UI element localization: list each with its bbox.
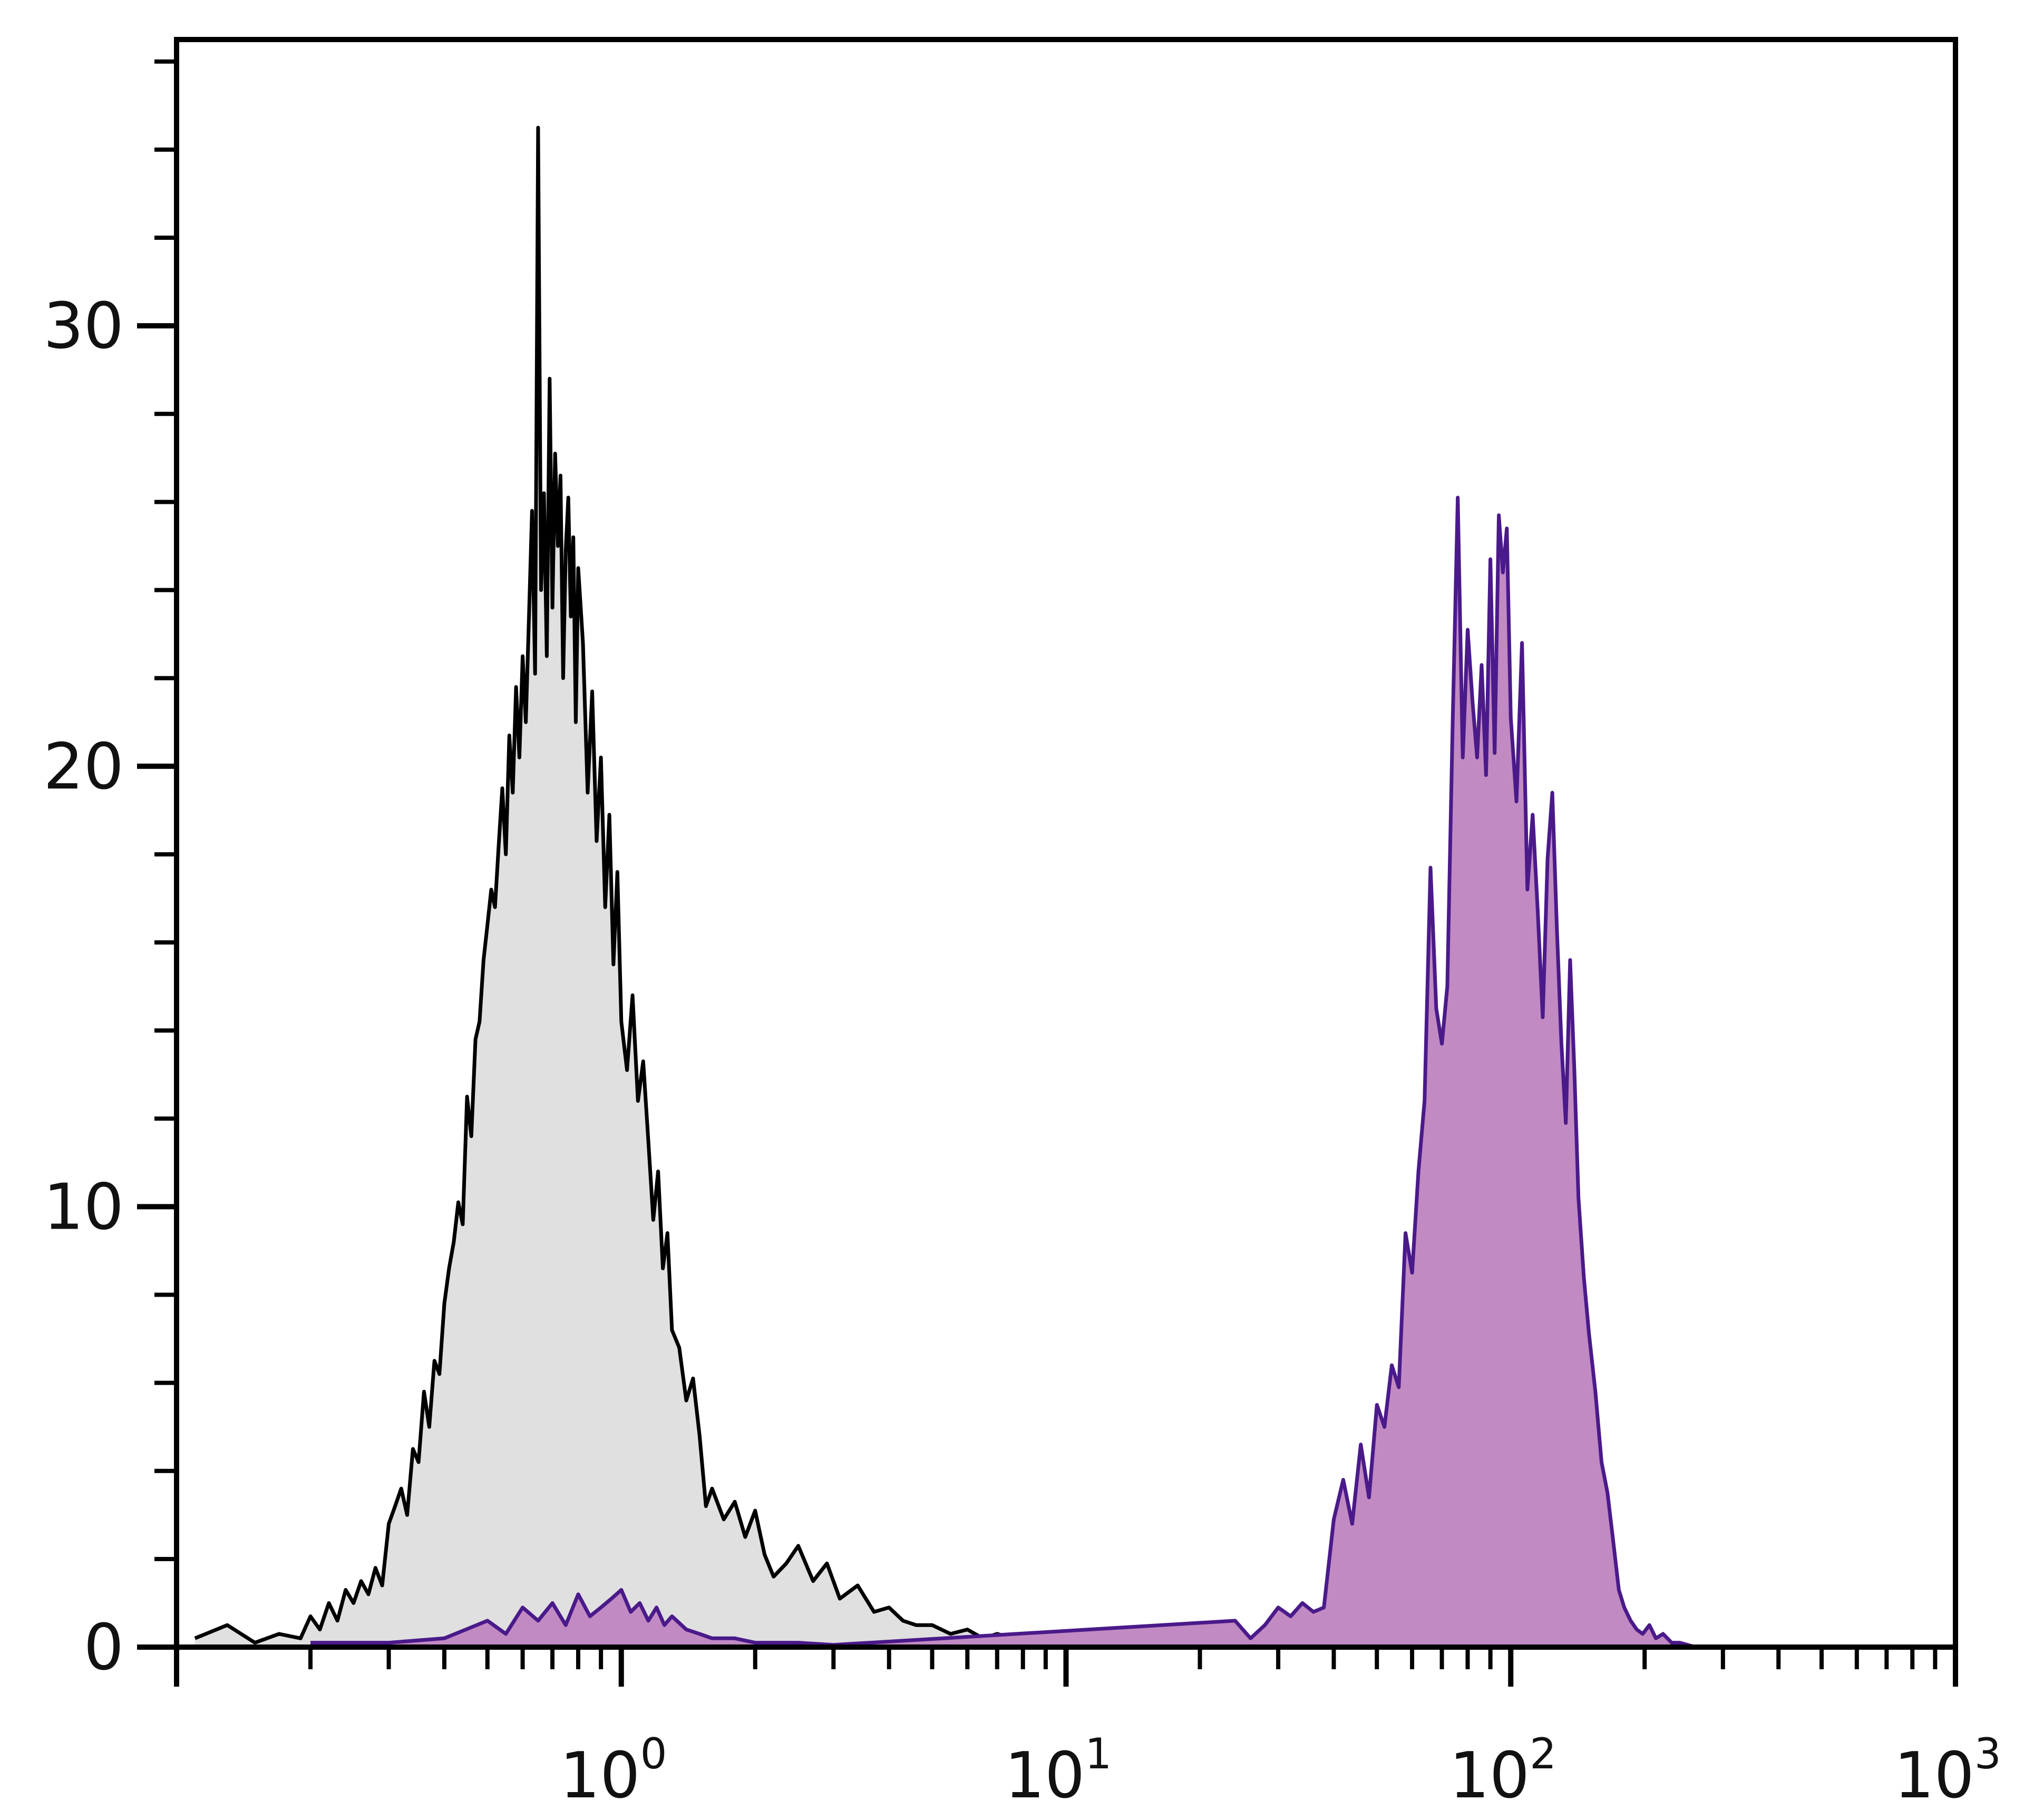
- series-1-fill: [194, 128, 1102, 1647]
- x-tick-label: 102: [1449, 1729, 1556, 1813]
- x-tick-label-exponent: 2: [1530, 1729, 1556, 1778]
- series-layer: [194, 125, 1696, 1649]
- y-tick-label: 0: [84, 1611, 124, 1685]
- series-2-fill: [310, 498, 1696, 1647]
- series-1-line: [194, 125, 1102, 1649]
- x-tick-label-exponent: 3: [1974, 1729, 2001, 1778]
- y-tick-label: 20: [43, 731, 124, 804]
- series-2-line: [310, 495, 1696, 1649]
- x-tick-label: 100: [560, 1729, 667, 1813]
- x-tick-label-base: 10: [560, 1739, 640, 1813]
- x-tick-label-exponent: 0: [640, 1729, 667, 1778]
- x-tick-label: 101: [1005, 1729, 1112, 1813]
- y-tick-label: 30: [43, 290, 124, 363]
- x-tick-label: 103: [1894, 1729, 2001, 1813]
- x-tick-label-base: 10: [1894, 1739, 1974, 1813]
- x-tick-label-base: 10: [1449, 1739, 1530, 1813]
- y-tick-label: 10: [43, 1171, 124, 1244]
- x-tick-label-exponent: 1: [1085, 1729, 1112, 1778]
- x-tick-label-base: 10: [1005, 1739, 1085, 1813]
- axes-layer: [137, 37, 1958, 1687]
